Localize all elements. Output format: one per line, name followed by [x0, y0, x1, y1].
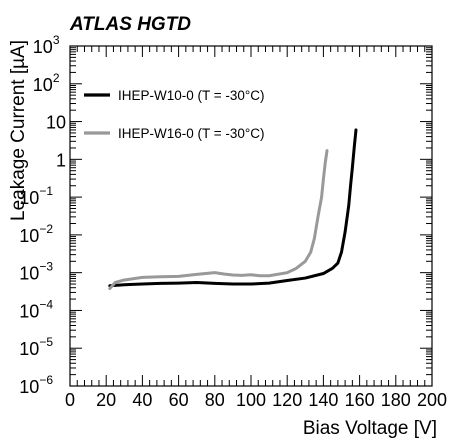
x-tick-label: 100 [236, 390, 266, 410]
y-tick-label: 10−6 [19, 373, 53, 397]
x-tick-label: 40 [132, 390, 152, 410]
x-tick-label: 180 [381, 390, 411, 410]
experiment-label: ATLAS HGTD [69, 14, 191, 35]
x-tick-label: 60 [169, 390, 189, 410]
y-tick-label: 10−5 [19, 335, 53, 359]
x-axis-title: Bias Voltage [V] [303, 418, 437, 439]
y-axis-title: Leakage Current [µA] [8, 40, 29, 221]
legend-entry: IHEP-W16-0 (T = -30°C) [118, 126, 265, 141]
axes: 0 20 40 60 80 100 120 140 160 180 200 10−6 10−5 10−4 1… [19, 33, 447, 410]
x-tick-label: 20 [96, 390, 116, 410]
series-layer [108, 128, 358, 291]
legend: IHEP-W10-0 (T = -30°C) IHEP-W16-0 (T = -3… [84, 88, 265, 141]
y-tick-label: 10−1 [19, 184, 53, 208]
x-tick-label: 160 [345, 390, 375, 410]
x-tick-label: 80 [205, 390, 225, 410]
x-tick-label: 0 [65, 390, 75, 410]
y-tick-label: 10 [46, 113, 66, 133]
y-tick-label: 1 [56, 150, 66, 170]
series-line-0 [108, 128, 358, 288]
y-tick-label: 10−4 [19, 297, 53, 321]
x-tick-label: 200 [417, 390, 447, 410]
x-tick-label: 140 [308, 390, 338, 410]
y-tick-label: 10−2 [19, 222, 53, 246]
x-tick-label: 120 [272, 390, 302, 410]
y-tick-label: 10−3 [19, 260, 53, 284]
y-tick-label: 103 [33, 33, 60, 57]
series-line-1 [108, 149, 329, 291]
legend-entry: IHEP-W10-0 (T = -30°C) [118, 88, 265, 103]
y-tick-label: 102 [33, 71, 60, 95]
